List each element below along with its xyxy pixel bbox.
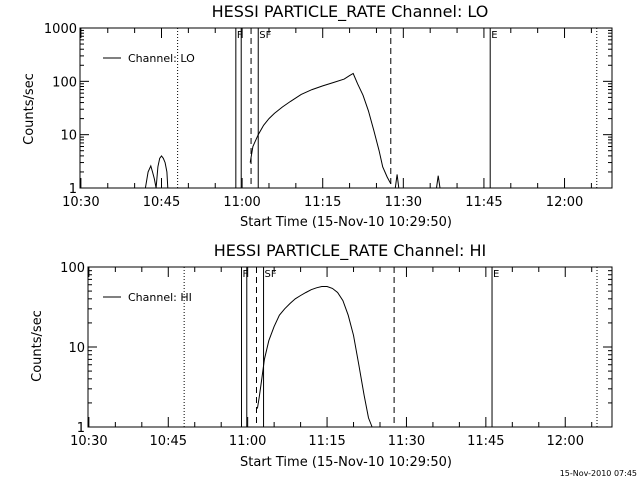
x-tick-label: 11:30: [385, 195, 422, 210]
chart-hi-panel: HESSI PARTICLE_RATE Channel: HI Counts/s…: [30, 241, 613, 470]
x-tick-label: 11:15: [308, 434, 345, 449]
chart-lo-ylabel: Counts/sec: [22, 73, 37, 145]
x-tick-label: 10:30: [70, 434, 107, 449]
event-marker-label: SF: [259, 30, 271, 41]
x-tick-label: 10:30: [62, 195, 99, 210]
x-tick-label: 11:30: [388, 434, 425, 449]
timestamp-footer: 15-Nov-2010 07:45: [560, 469, 637, 478]
series-line-hi: [256, 286, 373, 428]
y-tick-label: 10: [68, 341, 85, 356]
series-line-lo: [436, 175, 441, 189]
event-marker-label: E: [491, 30, 497, 41]
x-tick-label: 11:00: [223, 195, 260, 210]
series-line-lo: [144, 155, 169, 189]
chart-lo-xlabel: Start Time (15-Nov-10 10:29:50): [240, 215, 452, 230]
series-line-lo: [249, 72, 392, 185]
chart-hi-title: HESSI PARTICLE_RATE Channel: HI: [214, 241, 487, 261]
chart-hi-legend-label: Channel: HI: [128, 291, 192, 304]
x-tick-label: 10:45: [150, 434, 187, 449]
chart-lo-panel: HESSI PARTICLE_RATE Channel: LO Counts/s…: [22, 2, 613, 230]
y-tick-label: 100: [60, 261, 85, 276]
y-tick-label: 100: [52, 75, 77, 90]
chart-lo-frame: [79, 27, 613, 189]
chart-lo-legend-label: Channel: LO: [128, 52, 195, 65]
event-marker-label: SF: [265, 269, 277, 280]
event-marker-label: F: [237, 30, 243, 41]
x-tick-label: 12:00: [546, 195, 583, 210]
x-tick-label: 11:45: [467, 434, 504, 449]
y-tick-label: 1: [77, 421, 85, 436]
event-marker-label: F: [242, 269, 248, 280]
y-tick-label: 10: [60, 129, 77, 144]
series-line-lo: [394, 174, 400, 189]
chart-hi-ylabel: Counts/sec: [30, 310, 45, 382]
chart-lo-title: HESSI PARTICLE_RATE Channel: LO: [212, 2, 489, 22]
x-tick-label: 11:15: [304, 195, 341, 210]
x-tick-label: 11:00: [229, 434, 266, 449]
x-tick-label: 12:00: [547, 434, 584, 449]
y-tick-label: 1: [69, 182, 77, 197]
x-tick-label: 11:45: [465, 195, 502, 210]
chart-hi-xlabel: Start Time (15-Nov-10 10:29:50): [240, 455, 452, 470]
x-tick-label: 10:45: [143, 195, 180, 210]
y-tick-label: 1000: [44, 22, 77, 37]
event-marker-label: E: [493, 269, 499, 280]
